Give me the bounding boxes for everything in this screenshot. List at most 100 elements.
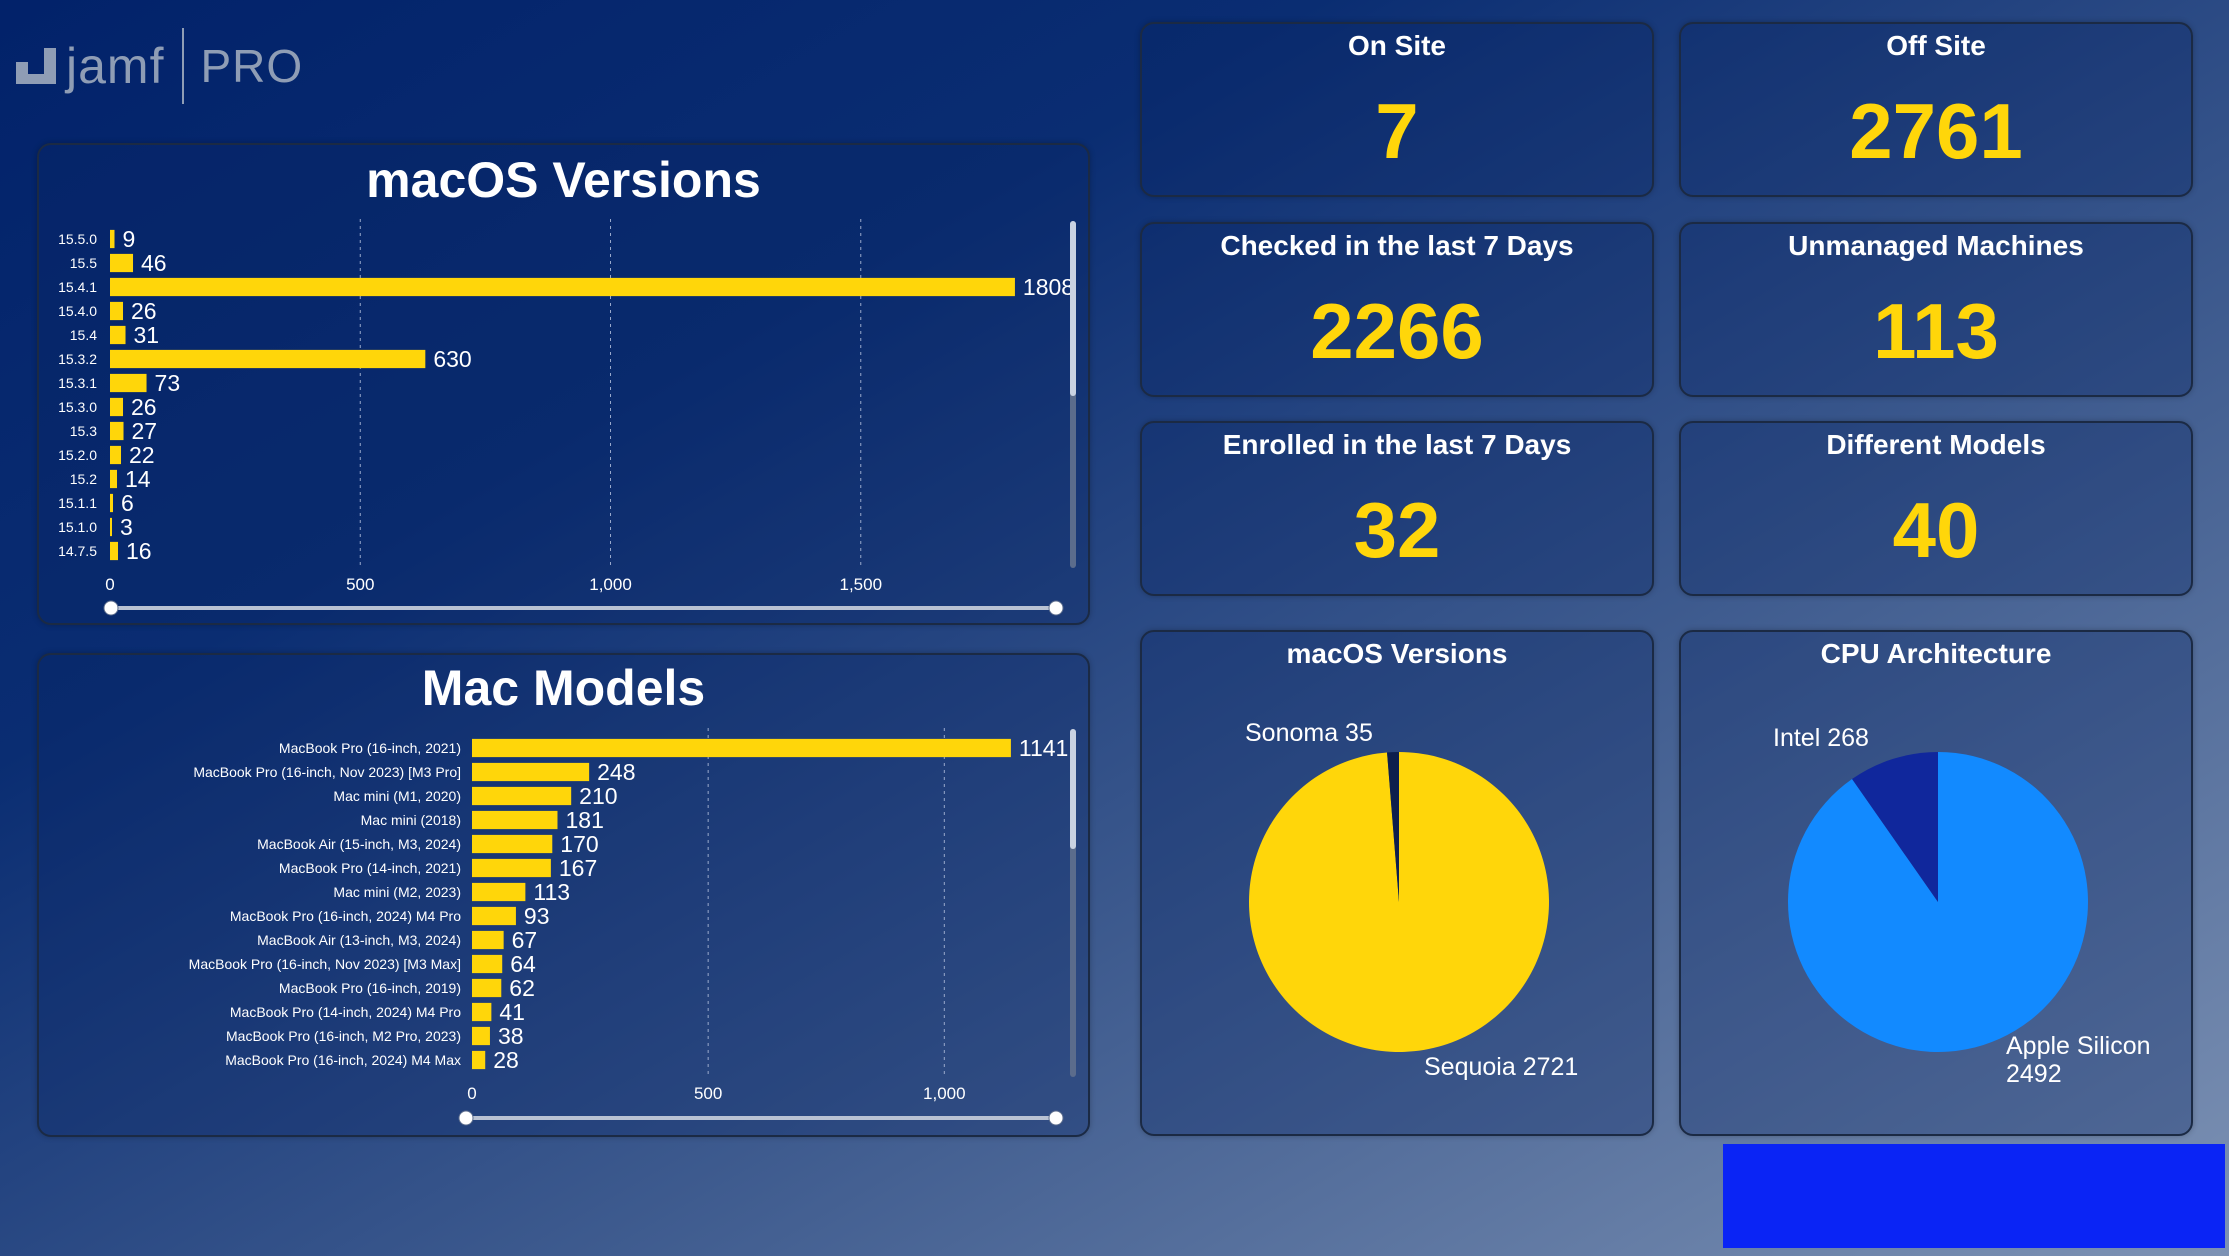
bar <box>110 229 115 249</box>
bar <box>472 786 572 806</box>
category-label: 15.1.0 <box>58 519 97 535</box>
category-label: MacBook Air (15-inch, M3, 2024) <box>257 836 461 852</box>
pie-label-sequoia: Sequoia 2721 <box>1424 1053 1578 1081</box>
bar <box>472 882 526 902</box>
x-tick-label: 0 <box>467 1084 476 1103</box>
kpi-value: 2761 <box>1849 87 2023 175</box>
x-tick-label: 1,000 <box>589 575 632 594</box>
category-label: 15.3.0 <box>58 399 97 415</box>
data-label: 9 <box>123 226 136 252</box>
data-label: 62 <box>509 975 535 1001</box>
data-label: 14 <box>125 466 151 492</box>
x-tick-label: 0 <box>105 575 114 594</box>
data-label: 26 <box>131 298 157 324</box>
bar <box>472 810 558 830</box>
bar <box>110 349 426 369</box>
x-tick-label: 500 <box>694 1084 722 1103</box>
data-label: 28 <box>493 1047 519 1073</box>
category-label: 15.5.0 <box>58 231 97 247</box>
pie-label-apple-silicon-name: Apple Silicon <box>2006 1032 2151 1060</box>
category-label: MacBook Pro (16-inch, 2024) M4 Max <box>225 1052 461 1068</box>
data-label: 1141 <box>1019 735 1068 761</box>
bar <box>472 858 551 878</box>
kpi-on-site: On Site 7 <box>1140 22 1654 197</box>
category-label: 15.3 <box>70 423 97 439</box>
pie-title: CPU Architecture <box>1820 638 2052 669</box>
logo-brand-text: jamf <box>66 38 165 94</box>
mac-models-bar-chart: 0 500 1,000 MacBook Pro (16-inch, 2021) 1141… <box>189 728 1076 1126</box>
kpi-title: On Site <box>1347 30 1446 61</box>
bar <box>110 493 114 513</box>
data-label: 27 <box>132 418 158 444</box>
range-slider-handle-start <box>103 600 119 616</box>
pie-slice-intel <box>1852 752 1938 902</box>
category-label: Mac mini (2018) <box>361 812 461 828</box>
mac-models-chart-title: Mac Models <box>421 660 706 716</box>
category-label: Mac mini (M1, 2020) <box>333 788 461 804</box>
kpi-title: Different Models <box>1826 429 2046 460</box>
bar <box>472 930 504 950</box>
data-label: 46 <box>141 250 167 276</box>
bar <box>110 277 1015 297</box>
bar <box>110 445 122 465</box>
data-label: 38 <box>498 1023 524 1049</box>
bar <box>472 906 516 926</box>
pie-label-apple-silicon-value: 2492 <box>2006 1060 2062 1088</box>
range-slider-handle-start <box>458 1110 474 1126</box>
category-label: Mac mini (M2, 2023) <box>333 884 461 900</box>
bar <box>110 301 124 321</box>
logo-product-text: PRO <box>200 40 304 92</box>
kpi-enrolled: Enrolled in the last 7 Days 32 <box>1140 421 1654 596</box>
kpi-value: 40 <box>1892 486 1980 574</box>
kpi-value: 113 <box>1873 287 1999 375</box>
kpi-title: Enrolled in the last 7 Days <box>1222 429 1572 460</box>
jamf-pro-logo: jamf PRO <box>14 26 303 106</box>
logo-divider <box>182 28 185 104</box>
bar <box>110 541 119 561</box>
pie-title: macOS Versions <box>1286 638 1508 669</box>
category-label: 15.3.1 <box>58 375 97 391</box>
kpi-value: 32 <box>1353 486 1441 574</box>
category-label: MacBook Air (13-inch, M3, 2024) <box>257 932 461 948</box>
data-label: 181 <box>565 807 603 833</box>
jamf-logo-icon <box>14 44 58 88</box>
bar <box>110 325 126 345</box>
cpu-architecture-pie-chart: Intel 268 Apple Silicon 2492 <box>1773 724 2157 1088</box>
kpi-title: Off Site <box>1886 30 1986 61</box>
kpi-off-site: Off Site 2761 <box>1679 22 2193 197</box>
kpi-title: Checked in the last 7 Days <box>1220 230 1574 261</box>
bar <box>110 469 118 489</box>
bar <box>110 253 134 273</box>
macos-versions-pie-chart: Sonoma 35 Sequoia 2721 <box>1245 719 1578 1081</box>
data-label: 248 <box>597 759 635 785</box>
category-label: 15.2 <box>70 471 97 487</box>
data-label: 16 <box>126 538 152 564</box>
cpu-architecture-pie-panel: CPU Architecture Intel 268 Apple Silicon… <box>1679 630 2193 1136</box>
data-label: 6 <box>121 490 134 516</box>
kpi-different-models: Different Models 40 <box>1679 421 2193 596</box>
data-label: 67 <box>512 927 538 953</box>
mac-models-bar-panel: Mac Models 0 500 1,000 MacBook Pro (16-inch… <box>37 653 1090 1137</box>
vertical-scrollbar-thumb <box>1070 221 1076 396</box>
category-label: MacBook Pro (16-inch, 2021) <box>279 740 461 756</box>
bar <box>472 954 503 974</box>
data-label: 170 <box>560 831 598 857</box>
category-label: 15.1.1 <box>58 495 97 511</box>
pie-label-intel: Intel 268 <box>1773 724 1869 752</box>
kpi-value: 2266 <box>1310 287 1484 375</box>
macos-versions-bar-chart: 0 500 1,000 1,500 15.5.0 9 15.5 46 15.4.1 1808 15.… <box>58 219 1076 616</box>
category-label: MacBook Pro (16-inch, M2 Pro, 2023) <box>226 1028 461 1044</box>
bar <box>110 373 147 393</box>
category-label: 15.4 <box>70 327 97 343</box>
x-tick-label: 1,000 <box>923 1084 966 1103</box>
pie-slices <box>1249 752 1549 1052</box>
bar <box>110 397 124 417</box>
pie-label-apple-silicon: Apple Silicon 2492 <box>2006 1032 2157 1088</box>
kpi-value: 7 <box>1375 87 1419 175</box>
bar <box>472 978 502 998</box>
range-slider-handle-end <box>1048 1110 1064 1126</box>
category-label: 15.5 <box>70 255 97 271</box>
data-label: 210 <box>579 783 617 809</box>
pie-label-sonoma: Sonoma 35 <box>1245 719 1373 747</box>
data-label: 31 <box>134 322 160 348</box>
